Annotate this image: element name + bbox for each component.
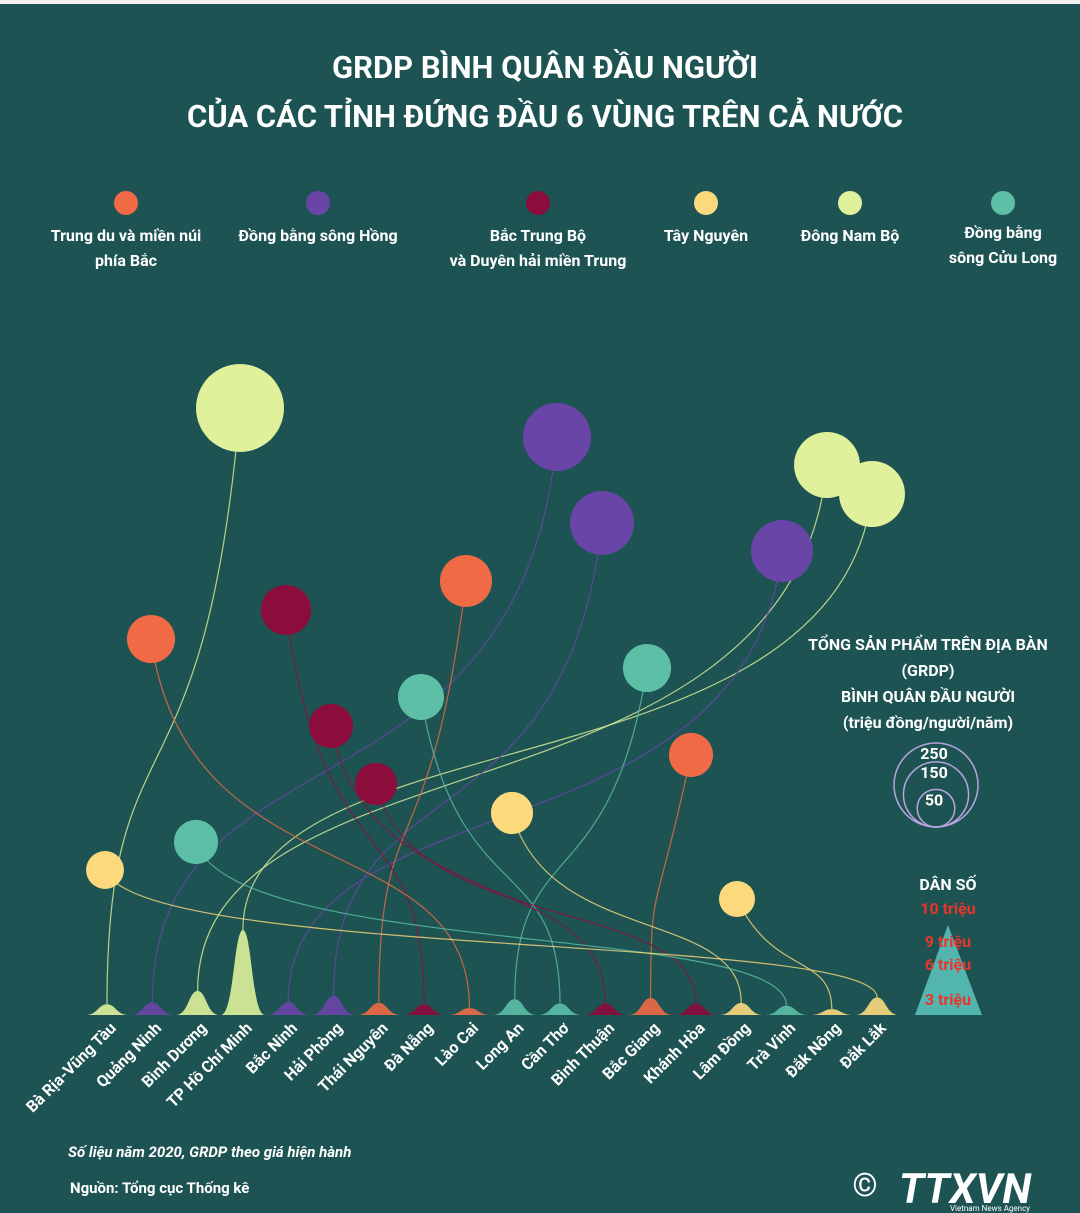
province-label: Long An — [472, 1018, 527, 1073]
note: Số liệu năm 2020, GRDP theo giá hiện hàn… — [68, 1143, 351, 1161]
population-bump — [402, 1004, 447, 1015]
grdp-bubble — [622, 643, 672, 693]
population-bump — [673, 1003, 718, 1015]
connector — [197, 464, 828, 991]
connector — [151, 436, 558, 1003]
grdp-bubble — [439, 554, 493, 608]
legend-dot — [991, 191, 1015, 215]
population-bump — [356, 1002, 401, 1015]
top-strip — [0, 0, 1080, 4]
connector — [511, 812, 742, 1003]
connector — [736, 898, 833, 1010]
grdp-bubble — [839, 461, 905, 527]
logo: TTXVN — [899, 1165, 1033, 1213]
population-bump — [764, 1005, 809, 1015]
legend-dot — [838, 191, 862, 215]
connector — [378, 580, 467, 1003]
grdp-bubble — [668, 732, 714, 778]
size-legend-label: 250 — [920, 744, 948, 763]
grdp-bubble — [86, 851, 124, 889]
legend-label: Đồng bằng sông Hồng — [238, 226, 397, 245]
legend-label: Đồng bằng — [964, 223, 1041, 242]
population-bump — [85, 1004, 129, 1015]
connector — [195, 841, 788, 1006]
size-legend-title: BÌNH QUÂN ĐẦU NGƯỜI — [841, 686, 1015, 706]
size-legend-label: 150 — [920, 763, 948, 782]
population-legend-label: 6 triệu — [925, 955, 971, 974]
grdp-bubble — [126, 614, 176, 664]
connector — [420, 696, 561, 1004]
population-bump — [311, 996, 356, 1015]
province-label: Đà Nẵng — [380, 1018, 437, 1075]
legend-dot — [306, 191, 330, 215]
population-legend-label: 10 triệu — [920, 899, 975, 918]
population-bump — [855, 997, 900, 1015]
legend-label: sông Cửu Long — [949, 248, 1057, 267]
connector — [104, 869, 878, 998]
grdp-bubble — [751, 520, 813, 582]
grdp-bubble — [718, 880, 756, 918]
population-bump — [447, 1008, 492, 1015]
connector — [106, 407, 241, 1005]
connector — [650, 754, 692, 999]
size-legend-title: (GRDP) — [901, 661, 954, 680]
population-bump — [538, 1003, 582, 1015]
size-legend-title: TỔNG SẢN PHẨM TRÊN ĐỊA BÀN — [808, 633, 1048, 654]
legend-dot — [694, 191, 718, 215]
grdp-bubble — [196, 364, 284, 452]
size-legend-label: 50 — [925, 790, 943, 809]
size-legend-circle — [916, 788, 956, 828]
population-bump — [492, 999, 537, 1015]
population-bump — [583, 1003, 628, 1015]
grdp-bubble — [397, 673, 445, 721]
population-bump — [175, 990, 220, 1015]
connector — [285, 609, 425, 1005]
grdp-bubble — [308, 703, 354, 749]
legend-label: phía Bắc — [95, 251, 157, 270]
size-legend-title: (triệu đồng/người/năm) — [843, 713, 1013, 732]
source: Nguồn: Tổng cục Thống kê — [70, 1179, 249, 1197]
population-legend-shape — [915, 925, 982, 1015]
connector — [332, 522, 603, 997]
population-bump — [628, 998, 673, 1015]
connector — [330, 725, 606, 1004]
legend-label: Trung du và miền núi — [51, 226, 202, 245]
population-legend-title: DÂN SỐ — [919, 874, 976, 894]
connector — [150, 638, 470, 1009]
legend-label: Đông Nam Bộ — [801, 226, 900, 245]
population-legend-label: 3 triệu — [925, 990, 971, 1009]
population-legend-label: 9 triệu — [925, 932, 971, 951]
connector — [375, 783, 697, 1004]
credit: © — [852, 1166, 877, 1204]
legend-label: và Duyên hải miền Trung — [450, 251, 627, 270]
grdp-bubble — [522, 402, 592, 472]
population-bump — [809, 1009, 854, 1015]
grdp-bubble — [260, 584, 312, 636]
population-bump — [220, 930, 265, 1015]
legend-label: Tây Nguyên — [664, 226, 748, 245]
legend-dot — [526, 191, 550, 215]
grdp-bubble — [173, 819, 219, 865]
connectors — [104, 407, 878, 1010]
title-line: CỦA CÁC TỈNH ĐỨNG ĐẦU 6 VÙNG TRÊN CẢ NƯỚ… — [187, 96, 903, 135]
grdp-bubble — [490, 791, 534, 835]
population-bump — [266, 1002, 311, 1015]
connector — [242, 493, 873, 931]
title-line: GRDP BÌNH QUÂN ĐẦU NGƯỜI — [332, 48, 758, 86]
legend-label: Bắc Trung Bộ — [490, 226, 586, 245]
population-bump — [719, 1002, 764, 1015]
province-label: Đắk Lắk — [836, 1018, 890, 1072]
grdp-bubble — [354, 762, 398, 806]
grdp-bubble — [570, 491, 634, 555]
legend-dot — [114, 191, 138, 215]
connector — [514, 667, 648, 1000]
population-bump — [130, 1002, 175, 1015]
logo-sub: Vietnam News Agency — [950, 1204, 1030, 1213]
